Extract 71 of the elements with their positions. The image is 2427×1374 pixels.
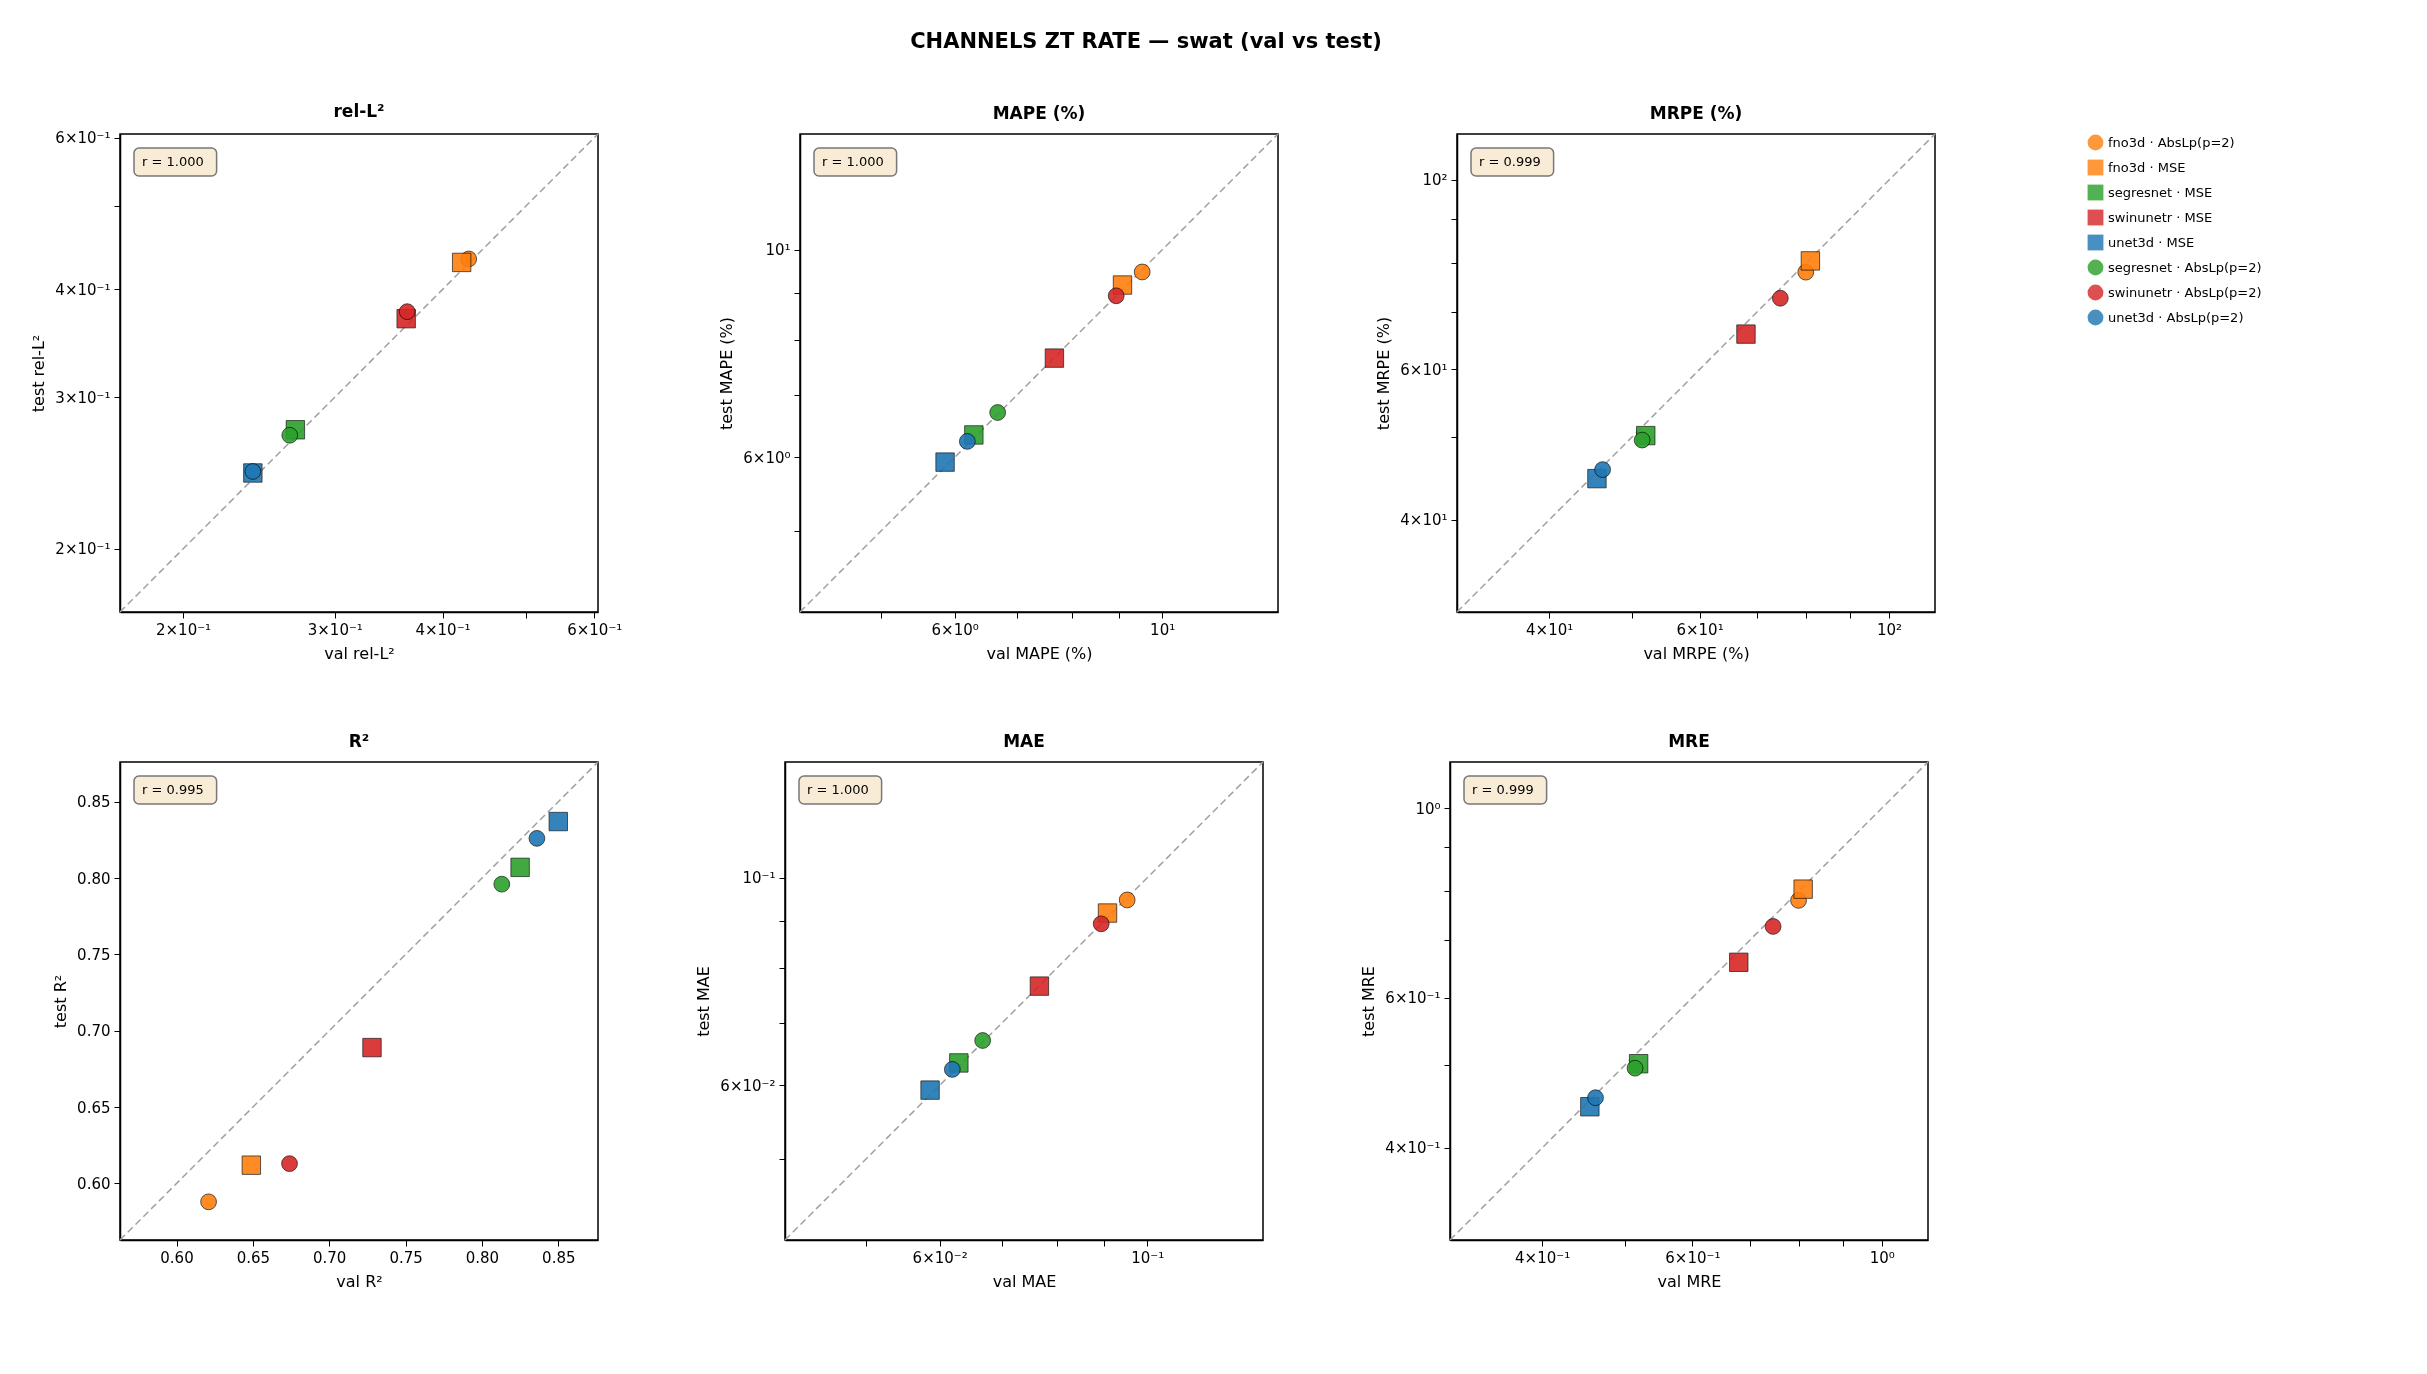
y-axis-title: test MAE xyxy=(694,966,714,1037)
y-tick-label: 3×10⁻¹ xyxy=(55,388,111,407)
chart-title: MRPE (%) xyxy=(1649,103,1743,124)
x-axis-title: val R² xyxy=(336,1271,383,1291)
legend-label: fno3d · MSE xyxy=(2108,159,2186,175)
chart-title: CHANNELS ZT RATE — swat (val vs test) xyxy=(910,28,1382,53)
legend-label: unet3d · AbsLp(p=2) xyxy=(2108,309,2244,325)
x-tick-label: 0.85 xyxy=(542,1248,576,1267)
x-tick-label: 4×10¹ xyxy=(1526,620,1574,639)
y-tick-label: 6×10⁰ xyxy=(743,448,791,467)
annotation: r = 1.000 xyxy=(807,782,869,797)
legend-label: swinunetr · MSE xyxy=(2108,209,2213,225)
x-tick-label: 0.75 xyxy=(389,1248,423,1267)
y-axis-title: test R² xyxy=(51,974,71,1029)
x-tick-label: 4×10⁻¹ xyxy=(1515,1248,1571,1267)
x-tick-label: 6×10⁰ xyxy=(931,620,979,639)
x-tick-label: 10¹ xyxy=(1150,620,1176,639)
annotation: r = 0.995 xyxy=(142,782,204,797)
y-tick-label: 2×10⁻¹ xyxy=(55,540,111,559)
chart-subtitle: MAPE (%) xyxy=(992,103,1086,124)
y-axis-title: test MRPE (%) xyxy=(1374,316,1394,431)
x-axis-title: val MAE xyxy=(992,1271,1057,1291)
x-tick-label: 2×10⁻¹ xyxy=(155,620,212,639)
x-tick-label: 6×10⁻¹ xyxy=(1665,1248,1721,1267)
y-axis-title: test rel-L² xyxy=(29,334,49,413)
y-tick-label: 0.80 xyxy=(77,869,111,888)
x-tick-label: 0.65 xyxy=(236,1248,271,1267)
y-tick-label: 4×10⁻¹ xyxy=(1385,1139,1441,1158)
x-tick-label: 6×10⁻¹ xyxy=(567,620,623,639)
chart-title: rel-L² xyxy=(333,100,385,121)
y-tick-label: 0.60 xyxy=(77,1175,111,1193)
y-tick-label: 10⁻¹ xyxy=(742,869,776,888)
x-tick-label: 10⁰ xyxy=(1869,1248,1895,1267)
y-axis-title: test MAPE (%) xyxy=(717,316,737,431)
y-tick-label: 0.70 xyxy=(77,1022,111,1041)
y-axis-title: test MRE xyxy=(1359,966,1379,1037)
x-tick-label: 0.60 xyxy=(160,1248,194,1267)
x-axis-title: val rel-L² xyxy=(324,643,395,663)
x-tick-label: 10² xyxy=(1876,620,1903,639)
x-tick-label: 10⁻¹ xyxy=(1131,1248,1165,1267)
x-tick-label: 4×10⁻¹ xyxy=(415,620,471,639)
y-tick-label: 6×10⁻¹ xyxy=(1385,989,1441,1008)
y-tick-label: 0.75 xyxy=(77,945,111,964)
x-axis-title: val MRE xyxy=(1657,1271,1722,1291)
x-axis-title: val MRPE (%) xyxy=(1643,643,1750,663)
x-axis-title: val MAPE (%) xyxy=(986,643,1093,663)
chart-title: R² xyxy=(348,731,370,752)
x-tick-label: 6×10¹ xyxy=(1676,620,1724,639)
y-tick-label: 10⁰ xyxy=(1415,799,1441,818)
x-tick-label: 6×10⁻² xyxy=(912,1248,968,1267)
y-tick-label: 4×10⁻¹ xyxy=(55,281,111,299)
y-tick-label: 6×10¹ xyxy=(1400,360,1448,379)
legend-label: segresnet · AbsLp(p=2) xyxy=(2108,259,2262,275)
chart-title: MAE xyxy=(1003,731,1045,752)
chart-title: MRE xyxy=(1668,731,1710,752)
legend-label: swinunetr · AbsLp(p=2) xyxy=(2108,284,2262,300)
legend-label: fno3d · AbsLp(p=2) xyxy=(2108,134,2235,150)
annotation: r = 1.000 xyxy=(142,154,204,169)
annotation: r = 0.999 xyxy=(1472,782,1534,797)
y-tick-label: 10² xyxy=(1422,171,1448,190)
x-tick-label: 0.70 xyxy=(313,1248,347,1267)
legend-label: unet3d · MSE xyxy=(2108,234,2195,250)
x-tick-label: 3×10⁻¹ xyxy=(307,620,363,639)
x-tick-label: 0.80 xyxy=(465,1248,500,1267)
y-tick-label: 0.85 xyxy=(77,793,111,812)
legend-label: segresnet · MSE xyxy=(2108,184,2213,200)
y-tick-label: 4×10¹ xyxy=(1400,511,1448,530)
annotation: r = 0.999 xyxy=(1479,154,1541,169)
y-tick-label: 6×10⁻¹ xyxy=(55,129,111,148)
y-tick-label: 0.65 xyxy=(77,1098,111,1117)
annotation: r = 1.000 xyxy=(822,154,884,169)
